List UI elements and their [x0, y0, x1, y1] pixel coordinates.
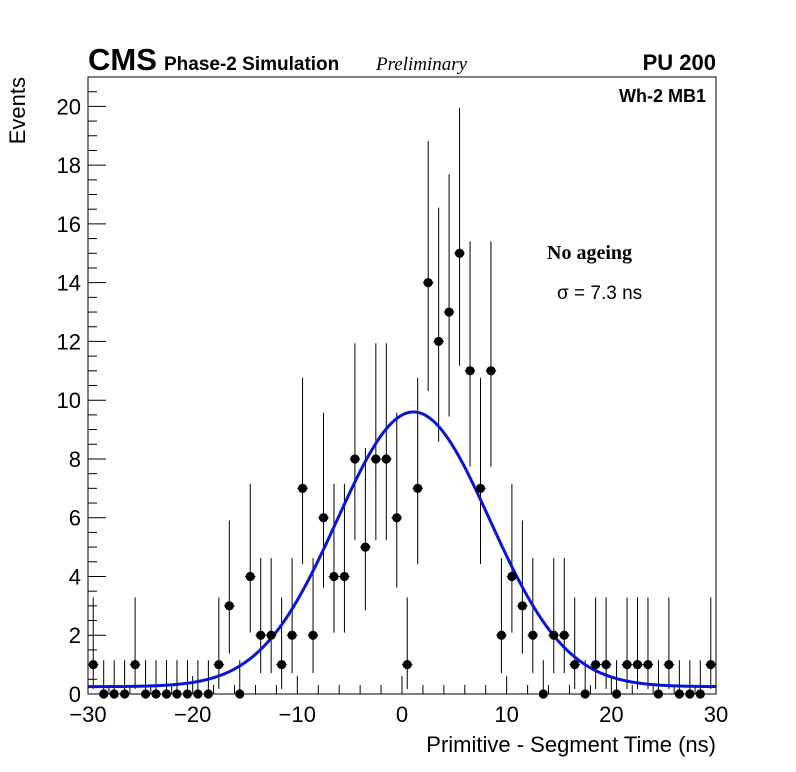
data-point [664, 660, 674, 670]
y-tick-label: 18 [57, 153, 81, 178]
data-point [528, 630, 538, 640]
x-axis-label: Primitive - Segment Time (ns) [426, 732, 716, 757]
data-point [287, 630, 297, 640]
ageing-label: No ageing [547, 242, 632, 264]
data-point [517, 601, 527, 611]
data-point [465, 366, 475, 376]
x-tick-label: 20 [599, 702, 623, 727]
data-point [297, 483, 308, 493]
data-point [256, 630, 266, 640]
data-point [130, 660, 140, 670]
data-point [622, 660, 632, 670]
data-point [350, 454, 360, 464]
data-point [214, 660, 224, 670]
y-tick-label: 6 [69, 506, 81, 531]
x-tick-label: −30 [69, 702, 106, 727]
data-point [570, 660, 580, 670]
fit-curve [88, 410, 717, 689]
data-point [88, 660, 98, 670]
data-point [245, 571, 255, 582]
x-tick-label: 30 [704, 702, 728, 727]
data-point [266, 630, 276, 640]
data-point [601, 660, 611, 670]
data-point [591, 660, 601, 670]
x-tick-label: −20 [174, 702, 211, 727]
y-tick-label: 14 [57, 271, 81, 296]
data-point [632, 660, 643, 670]
data-point [277, 660, 287, 670]
data-point [381, 454, 391, 464]
data-markers [88, 248, 716, 699]
data-point [454, 248, 465, 258]
data-point [434, 336, 444, 347]
x-tick-label: 10 [494, 702, 518, 727]
data-point [392, 513, 402, 523]
error-bars [88, 107, 716, 695]
data-point [413, 483, 423, 493]
data-point [559, 630, 569, 640]
fit-curve-group [88, 410, 717, 689]
data-point [402, 660, 412, 670]
cms-label: CMS [88, 42, 157, 77]
y-tick-label: 16 [57, 212, 81, 237]
x-tick-label: −10 [279, 702, 316, 727]
y-tick-label: 4 [69, 564, 81, 589]
data-point [444, 307, 454, 317]
plot-frame [87, 76, 717, 695]
preliminary-label: Preliminary [375, 54, 468, 75]
data-point [486, 366, 496, 376]
data-point [318, 513, 329, 523]
data-point [308, 630, 318, 640]
data-point [371, 454, 381, 464]
sigma-label: σ = 7.3 ns [557, 283, 642, 304]
y-tick-label: 8 [69, 447, 81, 472]
y-axis-label: Events [5, 77, 30, 144]
data-point [329, 571, 339, 582]
data-point [339, 571, 350, 582]
data-point [706, 660, 716, 670]
data-point [224, 601, 234, 611]
data-point [643, 660, 653, 670]
data-point [475, 483, 486, 493]
y-tick-label: 2 [69, 623, 81, 648]
chamber-label: Wh-2 MB1 [619, 86, 706, 106]
data-point [423, 278, 433, 288]
y-tick-label: 12 [57, 329, 81, 354]
y-tick-label: 0 [69, 682, 81, 707]
data-point [507, 571, 517, 582]
y-tick-label: 10 [57, 388, 81, 413]
tick-labels: −30 −20 −10 0 10 20 30 0 2 4 6 8 10 12 14 16 18 20 [57, 94, 729, 727]
phase2-label: Phase-2 Simulation [164, 54, 339, 75]
data-point [496, 630, 507, 640]
x-tick-label: 0 [396, 702, 408, 727]
data-point [549, 630, 559, 640]
data-point [360, 542, 370, 552]
pileup-label: PU 200 [643, 50, 716, 75]
y-tick-label: 20 [57, 94, 81, 119]
